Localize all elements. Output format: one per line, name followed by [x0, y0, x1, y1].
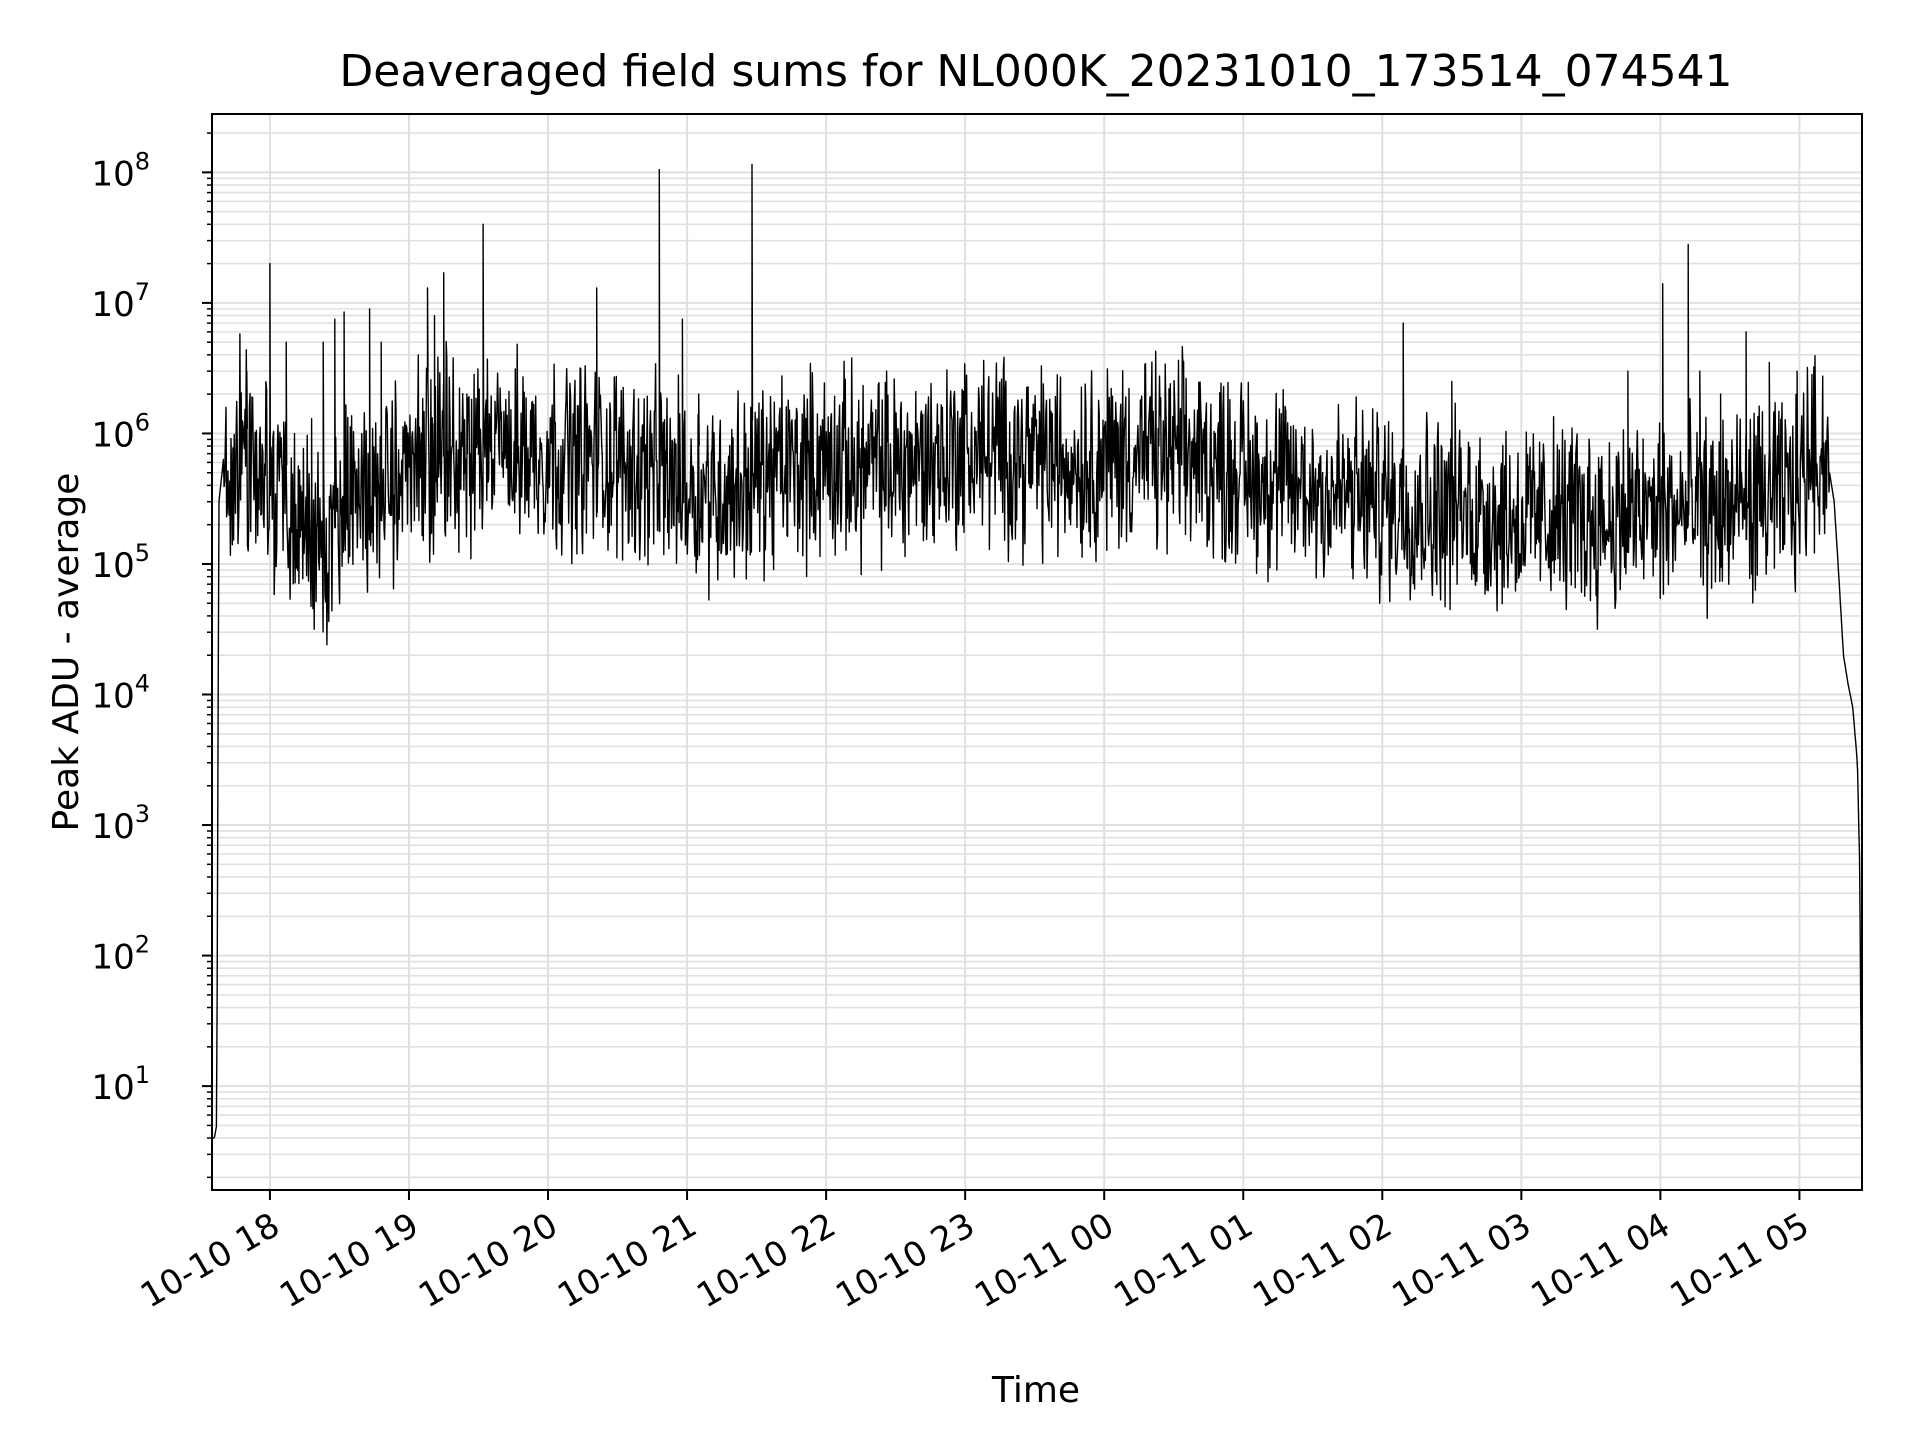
y-tick-base: 10	[91, 285, 134, 325]
y-tick-exponent: 5	[135, 539, 150, 567]
y-axis-title: Peak ADU - average	[46, 473, 87, 832]
y-tick-base: 10	[91, 1068, 134, 1108]
y-tick-exponent: 2	[135, 931, 150, 959]
grid	[212, 114, 1862, 1190]
y-tick-label: 102	[91, 931, 150, 978]
y-tick-exponent: 3	[135, 800, 150, 828]
y-tick-base: 10	[91, 415, 134, 455]
y-tick-exponent: 8	[135, 147, 150, 175]
y-tick-label: 105	[91, 539, 150, 586]
y-tick-base: 10	[91, 807, 134, 847]
y-tick-label: 108	[91, 147, 150, 194]
y-tick-label: 101	[91, 1061, 150, 1108]
y-tick-base: 10	[91, 938, 134, 978]
y-tick-base: 10	[91, 677, 134, 717]
y-tick-base: 10	[91, 546, 134, 586]
y-tick-label: 106	[91, 408, 150, 455]
x-axis-title: Time	[991, 1370, 1080, 1411]
y-tick-exponent: 4	[135, 670, 150, 698]
plot-frame	[211, 113, 1863, 1191]
y-tick-exponent: 1	[135, 1061, 150, 1089]
y-tick-exponent: 6	[135, 408, 150, 436]
y-tick-label: 107	[91, 278, 150, 325]
y-tick-label: 103	[91, 800, 150, 847]
y-tick-base: 10	[91, 154, 134, 194]
y-tick-label: 104	[91, 670, 150, 717]
y-tick-exponent: 7	[135, 278, 150, 306]
series-line	[211, 163, 1863, 1178]
series-group	[211, 163, 1863, 1178]
chart-title: Deaveraged field sums for NL000K_2023101…	[339, 46, 1732, 97]
